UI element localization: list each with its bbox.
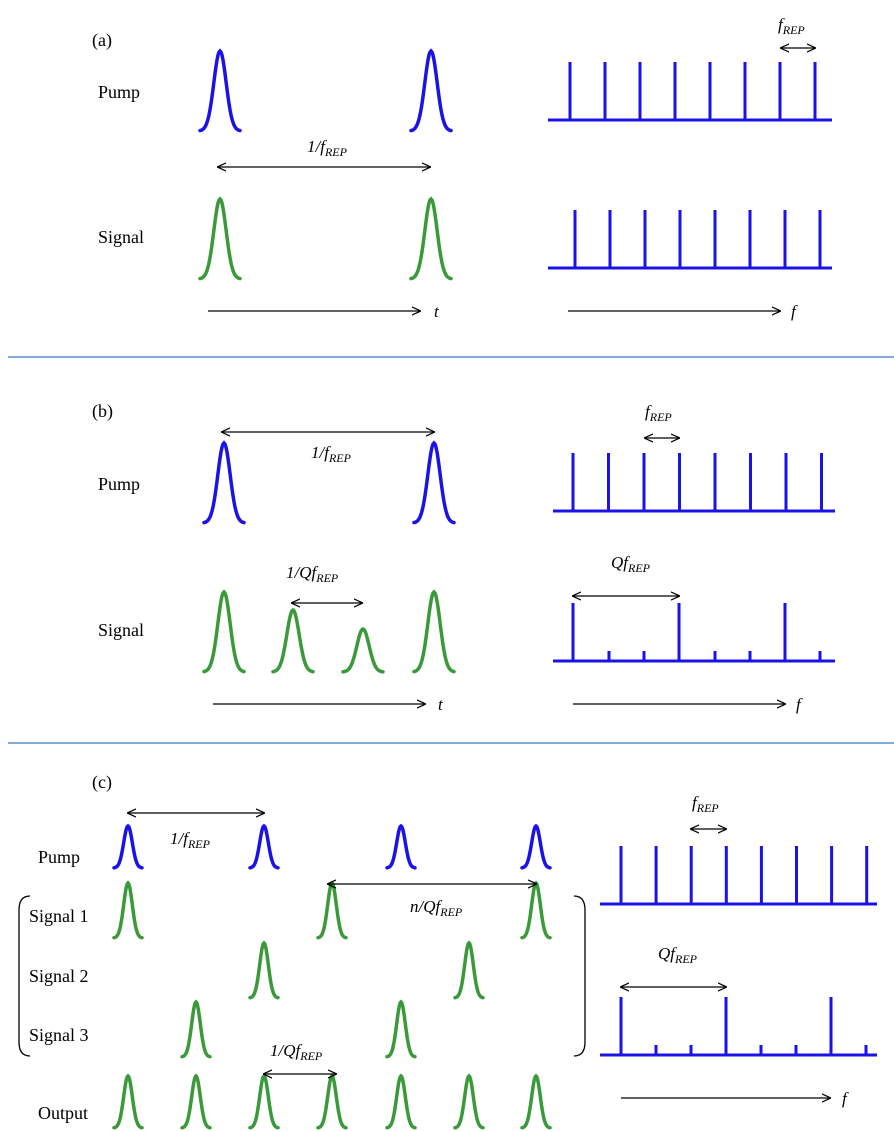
panel-b-sub-period-label: 1/QfREP: [286, 563, 339, 585]
pump-pulse: [409, 48, 453, 133]
panel-a-pulses: [198, 48, 453, 281]
panel-b-time-axis-label: t: [438, 695, 444, 714]
panel-b-pump-label: Pump: [98, 474, 140, 494]
panel-b-period-label: 1/fREP: [311, 443, 352, 465]
output-pulse: [248, 1073, 280, 1130]
pump-pulse: [112, 823, 144, 870]
pump-pulse: [198, 48, 242, 133]
pump-pulse: [385, 823, 417, 870]
signal-pulse: [412, 589, 456, 674]
panel-b-label: (b): [92, 401, 113, 422]
panel-c-signal3-label: Signal 3: [29, 1025, 89, 1045]
panel-c-left-bracket: [18, 895, 31, 1057]
signal-pulse: [409, 196, 453, 281]
panel-c-combs: [600, 846, 877, 1057]
panel-c-output-label: Output: [38, 1103, 88, 1123]
panel-c-n-period-label: n/QfREP: [410, 897, 463, 919]
signal3-pulse: [180, 999, 212, 1059]
output-pulse: [453, 1073, 485, 1130]
panel-c-sub-period-label: 1/QfREP: [270, 1041, 323, 1063]
output-pulse: [520, 1073, 552, 1130]
signal1-pulse: [112, 880, 144, 940]
panel-c-signal1-label: Signal 1: [29, 906, 89, 926]
panel-c-pulses: [112, 823, 552, 1130]
output-pulse: [316, 1073, 348, 1130]
panel-b-signal-label: Signal: [98, 620, 144, 640]
pump-pulse: [520, 823, 552, 870]
panel-b-freq-axis-label: f: [796, 695, 803, 714]
output-pulse: [112, 1073, 144, 1130]
panel-c-freq-spacing-label: fREP: [692, 793, 719, 815]
panel-a-freq-spacing-label: fREP: [778, 15, 805, 37]
panel-c-pump-label: Pump: [38, 847, 80, 867]
pump-pulse: [202, 440, 246, 525]
panel-a-signal-label: Signal: [98, 227, 144, 247]
panel-c-signal2-label: Signal 2: [29, 966, 89, 986]
output-pulse: [385, 1073, 417, 1130]
panel-a-label: (a): [92, 30, 112, 51]
panel-b-q-freq-label: QfREP: [611, 553, 651, 575]
panel-c-period-label: 1/fREP: [170, 829, 211, 851]
panel-b-freq-spacing-label: fREP: [645, 402, 672, 424]
signal-pulse: [271, 607, 315, 674]
panel-c-freq-axis-label: f: [842, 1089, 849, 1108]
pump-pulse: [248, 823, 280, 870]
panel-b-pulses: [202, 440, 456, 674]
panel-a-combs: [548, 62, 832, 270]
panel-c-q-freq-label: QfREP: [658, 944, 698, 966]
panel-c-label: (c): [92, 772, 112, 793]
signal2-pulse: [248, 940, 280, 1000]
signal-pulse: [202, 589, 246, 674]
signal2-pulse: [453, 940, 485, 1000]
signal-pulse: [198, 196, 242, 281]
pump-pulse: [412, 440, 456, 525]
output-pulse: [180, 1073, 212, 1130]
signal-pulse: [341, 626, 385, 674]
panel-b-combs: [553, 453, 835, 663]
signal1-pulse: [316, 880, 348, 940]
signal3-pulse: [385, 999, 417, 1059]
panel-a-period-label: 1/fREP: [307, 137, 348, 159]
panel-a-freq-axis-label: f: [791, 302, 798, 321]
signal1-pulse: [520, 880, 552, 940]
panel-a-pump-label: Pump: [98, 82, 140, 102]
panel-c-right-bracket: [573, 895, 586, 1057]
panel-a-time-axis-label: t: [434, 302, 440, 321]
